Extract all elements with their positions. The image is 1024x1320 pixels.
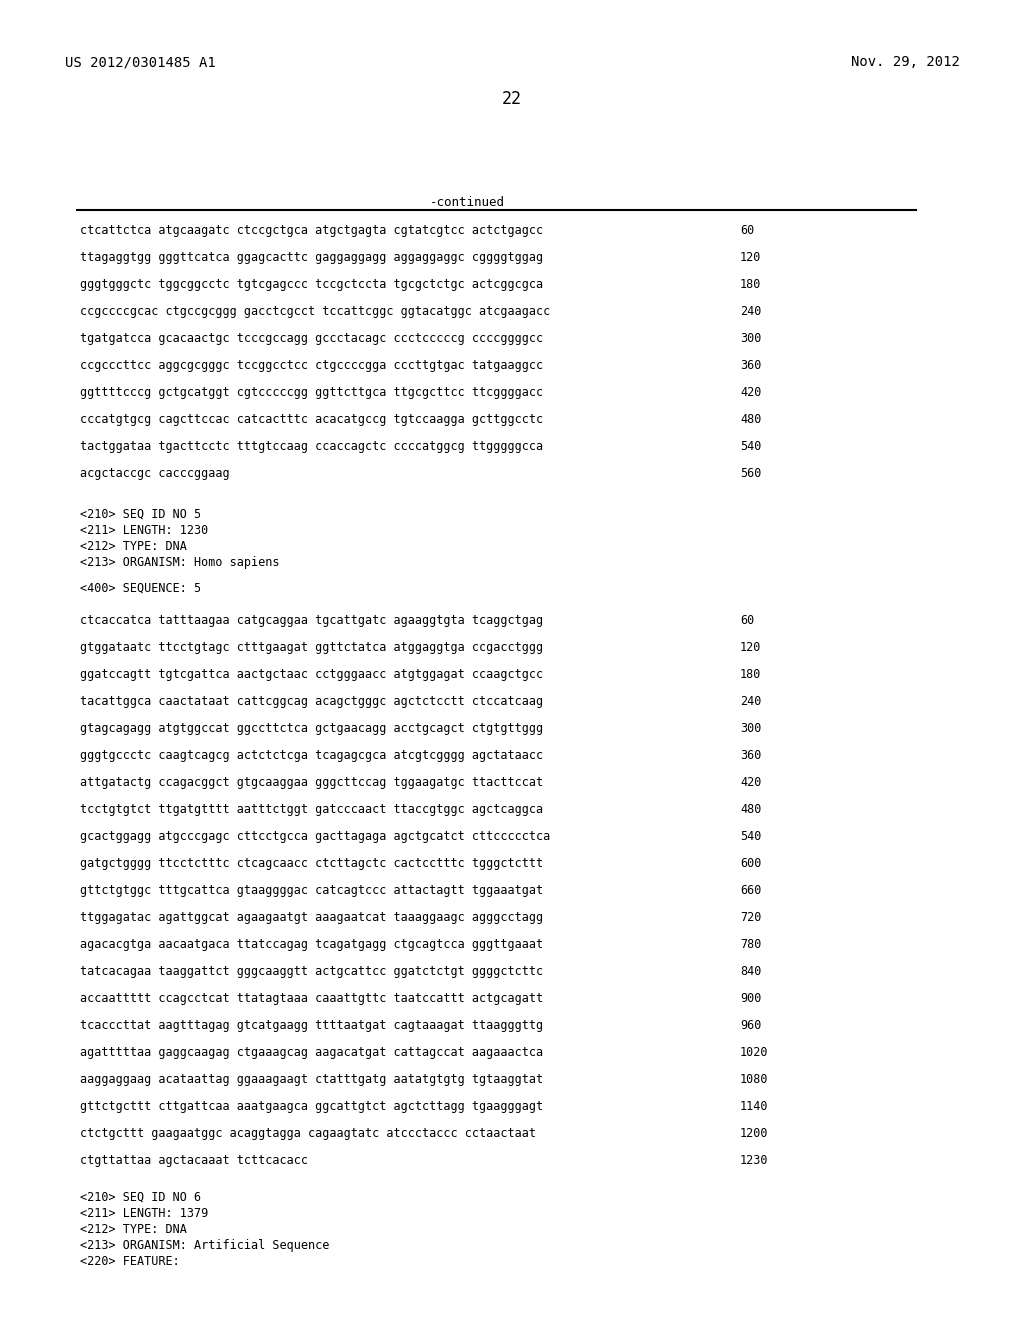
Text: ttagaggtgg gggttcatca ggagcacttc gaggaggagg aggaggaggc cggggtggag: ttagaggtgg gggttcatca ggagcacttc gaggagg… xyxy=(80,251,543,264)
Text: aaggaggaag acataattag ggaaagaagt ctatttgatg aatatgtgtg tgtaaggtat: aaggaggaag acataattag ggaaagaagt ctatttg… xyxy=(80,1073,543,1086)
Text: gtagcagagg atgtggccat ggccttctca gctgaacagg acctgcagct ctgtgttggg: gtagcagagg atgtggccat ggccttctca gctgaac… xyxy=(80,722,543,735)
Text: US 2012/0301485 A1: US 2012/0301485 A1 xyxy=(65,55,216,69)
Text: 60: 60 xyxy=(740,614,755,627)
Text: ccgcccttcc aggcgcgggc tccggcctcc ctgccccgga cccttgtgac tatgaaggcc: ccgcccttcc aggcgcgggc tccggcctcc ctgcccc… xyxy=(80,359,543,372)
Text: 240: 240 xyxy=(740,696,762,708)
Text: ccgccccgcac ctgccgcggg gacctcgcct tccattcggc ggtacatggc atcgaagacc: ccgccccgcac ctgccgcggg gacctcgcct tccatt… xyxy=(80,305,550,318)
Text: tactggataa tgacttcctc tttgtccaag ccaccagctc ccccatggcg ttgggggcca: tactggataa tgacttcctc tttgtccaag ccaccag… xyxy=(80,440,543,453)
Text: gggtgggctc tggcggcctc tgtcgagccc tccgctccta tgcgctctgc actcggcgca: gggtgggctc tggcggcctc tgtcgagccc tccgctc… xyxy=(80,279,543,290)
Text: 780: 780 xyxy=(740,939,762,950)
Text: <211> LENGTH: 1230: <211> LENGTH: 1230 xyxy=(80,524,208,537)
Text: tatcacagaa taaggattct gggcaaggtt actgcattcc ggatctctgt ggggctcttc: tatcacagaa taaggattct gggcaaggtt actgcat… xyxy=(80,965,543,978)
Text: 22: 22 xyxy=(502,90,522,108)
Text: 180: 180 xyxy=(740,668,762,681)
Text: <210> SEQ ID NO 6: <210> SEQ ID NO 6 xyxy=(80,1191,201,1204)
Text: agacacgtga aacaatgaca ttatccagag tcagatgagg ctgcagtcca gggttgaaat: agacacgtga aacaatgaca ttatccagag tcagatg… xyxy=(80,939,543,950)
Text: <212> TYPE: DNA: <212> TYPE: DNA xyxy=(80,1224,186,1236)
Text: 480: 480 xyxy=(740,803,762,816)
Text: Nov. 29, 2012: Nov. 29, 2012 xyxy=(851,55,961,69)
Text: 120: 120 xyxy=(740,642,762,653)
Text: <210> SEQ ID NO 5: <210> SEQ ID NO 5 xyxy=(80,508,201,521)
Text: attgatactg ccagacggct gtgcaaggaa gggcttccag tggaagatgc ttacttccat: attgatactg ccagacggct gtgcaaggaa gggcttc… xyxy=(80,776,543,789)
Text: -continued: -continued xyxy=(430,195,505,209)
Text: tcacccttat aagtttagag gtcatgaagg ttttaatgat cagtaaagat ttaagggttg: tcacccttat aagtttagag gtcatgaagg ttttaat… xyxy=(80,1019,543,1032)
Text: <212> TYPE: DNA: <212> TYPE: DNA xyxy=(80,540,186,553)
Text: 420: 420 xyxy=(740,385,762,399)
Text: gtggataatc ttcctgtagc ctttgaagat ggttctatca atggaggtga ccgacctggg: gtggataatc ttcctgtagc ctttgaagat ggttcta… xyxy=(80,642,543,653)
Text: accaattttt ccagcctcat ttatagtaaa caaattgttc taatccattt actgcagatt: accaattttt ccagcctcat ttatagtaaa caaattg… xyxy=(80,993,543,1005)
Text: tcctgtgtct ttgatgtttt aatttctggt gatcccaact ttaccgtggc agctcaggca: tcctgtgtct ttgatgtttt aatttctggt gatccca… xyxy=(80,803,543,816)
Text: ctgttattaa agctacaaat tcttcacacc: ctgttattaa agctacaaat tcttcacacc xyxy=(80,1154,308,1167)
Text: <211> LENGTH: 1379: <211> LENGTH: 1379 xyxy=(80,1206,208,1220)
Text: 240: 240 xyxy=(740,305,762,318)
Text: 300: 300 xyxy=(740,722,762,735)
Text: agatttttaa gaggcaagag ctgaaagcag aagacatgat cattagccat aagaaactca: agatttttaa gaggcaagag ctgaaagcag aagacat… xyxy=(80,1045,543,1059)
Text: ctcaccatca tatttaagaa catgcaggaa tgcattgatc agaaggtgta tcaggctgag: ctcaccatca tatttaagaa catgcaggaa tgcattg… xyxy=(80,614,543,627)
Text: 660: 660 xyxy=(740,884,762,898)
Text: ggttttcccg gctgcatggt cgtcccccgg ggttcttgca ttgcgcttcc ttcggggacc: ggttttcccg gctgcatggt cgtcccccgg ggttctt… xyxy=(80,385,543,399)
Text: <220> FEATURE:: <220> FEATURE: xyxy=(80,1255,180,1269)
Text: acgctaccgc cacccggaag: acgctaccgc cacccggaag xyxy=(80,467,229,480)
Text: gttctgcttt cttgattcaa aaatgaagca ggcattgtct agctcttagg tgaagggagt: gttctgcttt cttgattcaa aaatgaagca ggcattg… xyxy=(80,1100,543,1113)
Text: 600: 600 xyxy=(740,857,762,870)
Text: 1200: 1200 xyxy=(740,1127,768,1140)
Text: 1230: 1230 xyxy=(740,1154,768,1167)
Text: <213> ORGANISM: Artificial Sequence: <213> ORGANISM: Artificial Sequence xyxy=(80,1239,330,1251)
Text: 540: 540 xyxy=(740,440,762,453)
Text: 1080: 1080 xyxy=(740,1073,768,1086)
Text: 480: 480 xyxy=(740,413,762,426)
Text: cccatgtgcg cagcttccac catcactttc acacatgccg tgtccaagga gcttggcctc: cccatgtgcg cagcttccac catcactttc acacatg… xyxy=(80,413,543,426)
Text: gatgctgggg ttcctctttc ctcagcaacc ctcttagctc cactcctttc tgggctcttt: gatgctgggg ttcctctttc ctcagcaacc ctcttag… xyxy=(80,857,543,870)
Text: 1140: 1140 xyxy=(740,1100,768,1113)
Text: 840: 840 xyxy=(740,965,762,978)
Text: 120: 120 xyxy=(740,251,762,264)
Text: gggtgccctc caagtcagcg actctctcga tcagagcgca atcgtcgggg agctataacc: gggtgccctc caagtcagcg actctctcga tcagagc… xyxy=(80,748,543,762)
Text: tgatgatcca gcacaactgc tcccgccagg gccctacagc ccctcccccg ccccggggcc: tgatgatcca gcacaactgc tcccgccagg gccctac… xyxy=(80,333,543,345)
Text: 60: 60 xyxy=(740,224,755,238)
Text: <400> SEQUENCE: 5: <400> SEQUENCE: 5 xyxy=(80,582,201,595)
Text: <213> ORGANISM: Homo sapiens: <213> ORGANISM: Homo sapiens xyxy=(80,556,280,569)
Text: 900: 900 xyxy=(740,993,762,1005)
Text: 300: 300 xyxy=(740,333,762,345)
Text: ctctgcttt gaagaatggc acaggtagga cagaagtatc atccctaccc cctaactaat: ctctgcttt gaagaatggc acaggtagga cagaagta… xyxy=(80,1127,536,1140)
Text: 960: 960 xyxy=(740,1019,762,1032)
Text: gcactggagg atgcccgagc cttcctgcca gacttagaga agctgcatct cttccccctca: gcactggagg atgcccgagc cttcctgcca gacttag… xyxy=(80,830,550,843)
Text: 180: 180 xyxy=(740,279,762,290)
Text: gttctgtggc tttgcattca gtaaggggac catcagtccc attactagtt tggaaatgat: gttctgtggc tttgcattca gtaaggggac catcagt… xyxy=(80,884,543,898)
Text: 360: 360 xyxy=(740,748,762,762)
Text: 360: 360 xyxy=(740,359,762,372)
Text: tacattggca caactataat cattcggcag acagctgggc agctctcctt ctccatcaag: tacattggca caactataat cattcggcag acagctg… xyxy=(80,696,543,708)
Text: 720: 720 xyxy=(740,911,762,924)
Text: ttggagatac agattggcat agaagaatgt aaagaatcat taaaggaagc agggcctagg: ttggagatac agattggcat agaagaatgt aaagaat… xyxy=(80,911,543,924)
Text: ctcattctca atgcaagatc ctccgctgca atgctgagta cgtatcgtcc actctgagcc: ctcattctca atgcaagatc ctccgctgca atgctga… xyxy=(80,224,543,238)
Text: 560: 560 xyxy=(740,467,762,480)
Text: 420: 420 xyxy=(740,776,762,789)
Text: ggatccagtt tgtcgattca aactgctaac cctgggaacc atgtggagat ccaagctgcc: ggatccagtt tgtcgattca aactgctaac cctggga… xyxy=(80,668,543,681)
Text: 540: 540 xyxy=(740,830,762,843)
Text: 1020: 1020 xyxy=(740,1045,768,1059)
